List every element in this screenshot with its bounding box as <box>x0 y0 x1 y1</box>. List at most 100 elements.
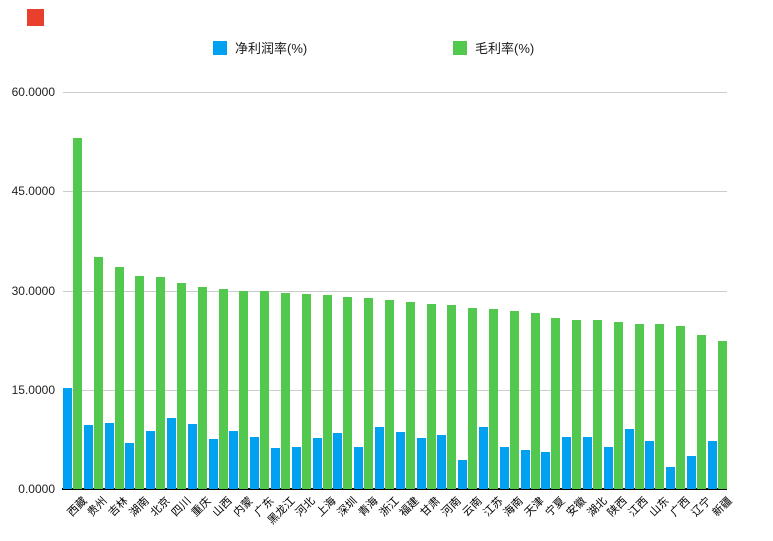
legend-item-net-profit-margin[interactable]: 净利润率(%) <box>213 40 308 56</box>
bar-net-profit-margin <box>187 424 197 489</box>
bar-net-profit-margin <box>146 431 156 489</box>
bar-net-profit-margin <box>83 424 93 489</box>
bar-gross-margin <box>93 257 103 489</box>
red-marker <box>27 9 44 26</box>
bar-gross-margin <box>322 295 332 489</box>
bar-gross-margin <box>343 297 353 489</box>
bar-gross-margin <box>239 290 249 489</box>
bar-net-profit-margin <box>125 443 135 489</box>
bar-group <box>83 92 103 489</box>
bar-net-profit-margin <box>333 432 343 489</box>
bar-group <box>229 92 249 489</box>
gridline <box>63 389 727 391</box>
bar-net-profit-margin <box>416 438 426 489</box>
x-axis-labels: 西藏 贵州 吉林 湖南 北京 四川 重庆 山西 内蒙 广东 黑龙江 河北 上海 深圳 青海 浙江 福建 甘肃 河南云… <box>63 493 734 541</box>
bar-net-profit-margin <box>645 440 655 489</box>
bar-gross-margin <box>551 317 561 489</box>
x-axis-label-text: 新疆 <box>710 495 735 520</box>
legend-item-gross-margin[interactable]: 毛利率(%) <box>453 40 535 56</box>
bar-gross-margin <box>592 319 602 489</box>
bar-net-profit-margin <box>166 417 176 489</box>
bar-group <box>707 92 727 489</box>
bar-gross-margin <box>447 305 457 489</box>
x-axis-line <box>62 488 727 490</box>
bar-gross-margin <box>509 311 519 489</box>
bar-net-profit-margin <box>603 447 613 489</box>
y-tick-label: 30.0000 <box>11 283 55 298</box>
bar-net-profit-margin <box>374 426 384 489</box>
bar-group <box>63 92 82 489</box>
bar-net-profit-margin <box>686 455 696 489</box>
legend-label-gross-margin: 毛利率(%) <box>475 41 535 56</box>
bar-group <box>478 92 498 489</box>
legend-label-net-profit-margin: 净利润率(%) <box>235 41 308 56</box>
bar-group <box>416 92 436 489</box>
bar-gross-margin <box>655 324 665 489</box>
bar-group <box>582 92 602 489</box>
y-tick-label: 0.0000 <box>18 482 55 496</box>
bar-group <box>499 92 519 489</box>
gridline <box>63 191 727 193</box>
bar-gross-margin <box>260 291 270 489</box>
bar-gross-margin <box>156 277 166 489</box>
bar-group <box>374 92 394 489</box>
bar-net-profit-margin <box>707 441 717 489</box>
bar-gross-margin <box>696 334 706 489</box>
bar-group <box>166 92 186 489</box>
bar-group <box>666 92 686 489</box>
y-tick-label: 15.0000 <box>11 382 55 397</box>
legend-swatch-net-profit-margin <box>213 40 227 55</box>
bar-gross-margin <box>613 322 623 489</box>
bar-gross-margin <box>405 302 415 489</box>
bar-net-profit-margin <box>499 446 509 489</box>
bar-net-profit-margin <box>562 436 572 489</box>
bar-group <box>291 92 311 489</box>
gridline <box>63 92 727 93</box>
bar-gross-margin <box>468 307 478 489</box>
bar-group <box>250 92 270 489</box>
bar-group <box>125 92 145 489</box>
bar-net-profit-margin <box>520 449 530 489</box>
bar-net-profit-margin <box>437 435 447 489</box>
bar-group <box>312 92 332 489</box>
bar-gross-margin <box>634 323 644 489</box>
bar-gross-margin <box>176 282 186 489</box>
bar-gross-margin <box>572 319 582 489</box>
bar-gross-margin <box>135 275 145 489</box>
bar-group <box>187 92 207 489</box>
bar-net-profit-margin <box>395 432 405 489</box>
bar-gross-margin <box>114 267 124 489</box>
bar-net-profit-margin <box>63 387 72 489</box>
bar-group <box>458 92 478 489</box>
bar-gross-margin <box>197 286 207 489</box>
y-tick-label: 60.0000 <box>11 85 55 99</box>
bar-group <box>541 92 561 489</box>
y-tick-label: 45.0000 <box>11 184 55 199</box>
bar-group <box>645 92 665 489</box>
bar-net-profit-margin <box>250 436 260 489</box>
plot-area <box>63 92 727 489</box>
bar-net-profit-margin <box>582 437 592 489</box>
bar-group <box>520 92 540 489</box>
bar-gross-margin <box>364 298 374 489</box>
bar-gross-margin <box>73 138 82 489</box>
bar-net-profit-margin <box>270 447 280 489</box>
bar-group <box>270 92 290 489</box>
bar-group <box>395 92 415 489</box>
bar-gross-margin <box>426 303 436 489</box>
bar-net-profit-margin <box>229 430 239 489</box>
bar-gross-margin <box>301 294 311 489</box>
bar-net-profit-margin <box>354 447 364 489</box>
bar-group <box>208 92 228 489</box>
bar-net-profit-margin <box>624 428 634 489</box>
bar-net-profit-margin <box>291 447 301 489</box>
gridline <box>63 290 727 292</box>
bar-group <box>333 92 353 489</box>
bar-net-profit-margin <box>458 459 468 489</box>
bar-group <box>603 92 623 489</box>
bar-group <box>624 92 644 489</box>
bar-net-profit-margin <box>478 427 488 489</box>
bar-gross-margin <box>218 289 228 489</box>
legend-swatch-gross-margin <box>453 40 467 55</box>
